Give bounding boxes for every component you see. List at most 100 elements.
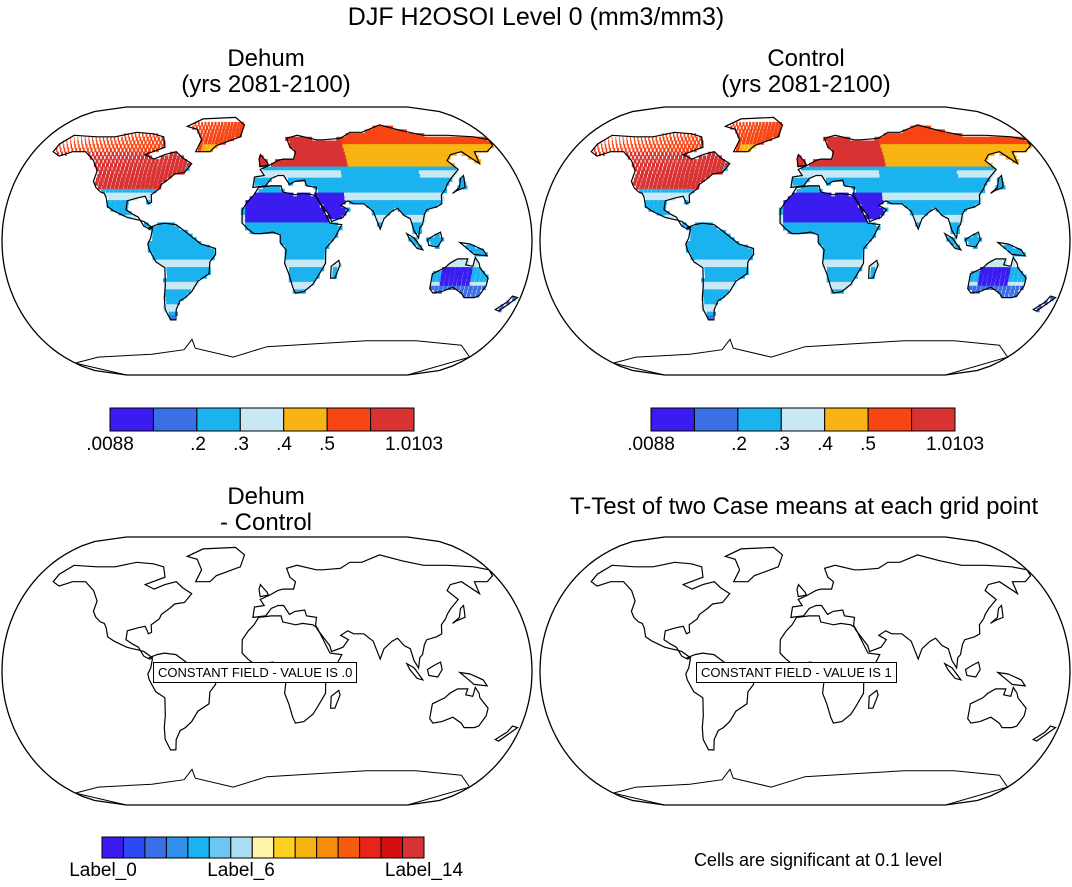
dehum-cell <box>214 121 217 127</box>
dehum-cell <box>132 181 137 186</box>
dehum-cell <box>206 144 211 149</box>
control-cell <box>716 248 722 253</box>
dehum-cell <box>434 196 441 201</box>
control-cell <box>935 203 941 209</box>
control-frame <box>539 106 1071 376</box>
dehum-cell <box>308 177 314 182</box>
control-cell <box>974 174 981 179</box>
dehum-cell <box>158 162 162 168</box>
dehum-cell <box>275 166 280 171</box>
dehum-cell <box>284 241 290 246</box>
dehum-cell <box>110 162 114 168</box>
control-cell <box>1004 293 1009 298</box>
control-cell <box>809 203 815 209</box>
dehum-cell <box>156 170 160 175</box>
control-cell <box>703 252 709 257</box>
dehum-cell <box>352 133 359 138</box>
control-cell <box>706 311 713 316</box>
dehum-cell <box>326 188 332 194</box>
dehum-cell <box>172 155 176 160</box>
dehum-cell <box>230 121 234 127</box>
control-cell <box>758 133 762 138</box>
control-cell <box>805 203 810 209</box>
dehum-cell <box>289 244 295 249</box>
control-cell <box>1001 289 1006 294</box>
control-cell <box>818 226 824 231</box>
dehum-cell <box>431 278 436 283</box>
control-cell <box>870 270 876 276</box>
control-cell <box>699 233 705 238</box>
dehum-cell <box>59 144 61 149</box>
control-cell <box>933 144 940 149</box>
dehum-cell <box>280 207 286 212</box>
dehum-cell <box>417 166 424 171</box>
dehum-cell <box>179 259 185 264</box>
dehum-cell <box>387 151 394 156</box>
dehum-cell <box>331 144 337 149</box>
control-cell <box>640 147 643 153</box>
control-cell <box>1038 304 1042 309</box>
control-cell <box>667 140 670 145</box>
dehum-cell <box>408 147 416 153</box>
control-cell <box>712 226 718 231</box>
dehum-cell <box>319 211 325 216</box>
control-cell <box>826 214 832 220</box>
dehum-cell <box>275 162 280 168</box>
dehum-cell <box>420 162 427 168</box>
dehum-cell <box>271 207 277 212</box>
control-cell <box>924 159 931 164</box>
dehum-cell <box>322 192 328 197</box>
dehum-cell <box>363 181 370 186</box>
control-cell <box>740 133 744 138</box>
dehum-cell <box>189 278 195 283</box>
dehum-cell <box>349 155 356 160</box>
control-cell <box>826 136 832 142</box>
control-cell <box>827 233 833 238</box>
control-cell <box>764 125 768 130</box>
dehum-cell <box>122 188 127 194</box>
control-cell <box>973 200 979 205</box>
control-cell <box>916 192 922 197</box>
dehum-cell <box>328 226 334 231</box>
dehum-cell <box>287 166 293 171</box>
dehum-cell <box>486 144 494 149</box>
dehum-cell <box>340 170 347 175</box>
control-cell <box>672 133 675 138</box>
control-cell <box>653 181 658 186</box>
dehum-cell <box>209 248 215 253</box>
dehum-cell <box>402 170 409 175</box>
control-cell <box>748 144 752 149</box>
dehum-cell <box>362 174 368 179</box>
dehum-cell <box>297 270 303 276</box>
diff-coast-borneo <box>426 661 443 678</box>
dehum-cell <box>369 144 375 149</box>
dehum-cell <box>152 244 158 249</box>
control-cell <box>657 170 661 175</box>
control-cell <box>660 140 663 145</box>
control-cell <box>913 151 920 156</box>
control-cell <box>623 140 625 145</box>
dehum-cell <box>354 136 361 142</box>
control-cell <box>994 285 998 290</box>
dehum-cell <box>315 233 321 238</box>
dehum-cell <box>263 159 268 164</box>
control-cell <box>770 129 774 134</box>
control-cell <box>927 185 934 190</box>
control-cell <box>945 214 951 220</box>
control-cell <box>875 155 882 160</box>
control-cell <box>962 188 969 194</box>
dehum-cell <box>347 147 354 153</box>
dehum-cell <box>404 196 410 201</box>
panel-title-diff-line2: - Control <box>219 509 313 536</box>
dehum-cell <box>384 144 391 149</box>
dehum-cell <box>436 144 444 149</box>
control-cell <box>853 162 859 168</box>
dehum-cell <box>207 129 211 134</box>
dehum-cell <box>327 144 333 149</box>
control-cell <box>921 162 928 168</box>
dehum-cell <box>167 308 174 313</box>
dehum-cell <box>306 211 312 216</box>
control-cell <box>809 196 815 201</box>
control-cell <box>671 177 676 182</box>
dehum-cell <box>338 144 345 149</box>
